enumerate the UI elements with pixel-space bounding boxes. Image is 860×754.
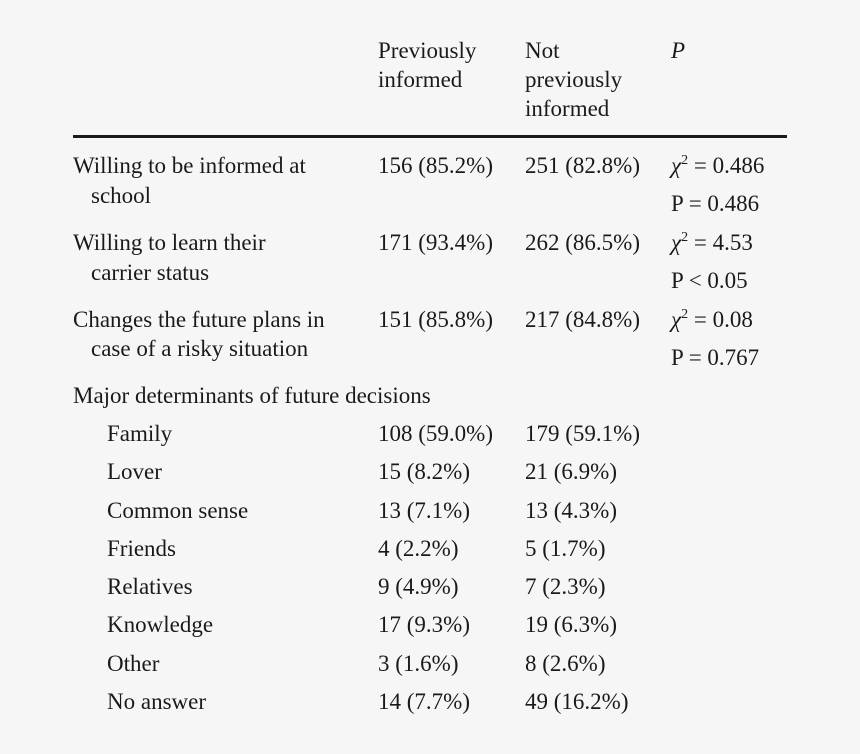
header-not-previously-informed-line3: informed xyxy=(525,96,610,121)
determinant-prev: 17 (9.3%) xyxy=(378,612,470,637)
row-chi-square: χ2 = 4.53 xyxy=(671,230,753,255)
determinant-notprev: 49 (16.2%) xyxy=(525,689,629,714)
row-notprev-value: 217 (84.8%) xyxy=(525,307,640,332)
row-label-line2: carrier status xyxy=(91,260,210,285)
header-not-previously-informed-line1: Not xyxy=(525,38,560,63)
determinant-notprev: 19 (6.3%) xyxy=(525,612,617,637)
row-p-value: P = 0.486 xyxy=(671,191,760,216)
determinant-label: Relatives xyxy=(107,574,193,599)
determinant-notprev: 7 (2.3%) xyxy=(525,574,606,599)
determinant-label: Common sense xyxy=(107,498,249,523)
determinant-prev: 3 (1.6%) xyxy=(378,651,459,676)
row-p-value: P = 0.767 xyxy=(671,345,760,370)
header-rule xyxy=(73,135,787,138)
determinant-notprev: 5 (1.7%) xyxy=(525,536,606,561)
determinant-label: Lover xyxy=(107,459,162,484)
determinant-notprev: 21 (6.9%) xyxy=(525,459,617,484)
determinant-label: No answer xyxy=(107,689,206,714)
determinant-label: Family xyxy=(107,421,173,446)
row-prev-value: 171 (93.4%) xyxy=(378,230,493,255)
row-p-value: P < 0.05 xyxy=(671,268,748,293)
determinant-notprev: 13 (4.3%) xyxy=(525,498,617,523)
row-notprev-value: 251 (82.8%) xyxy=(525,153,640,178)
row-label-line2: case of a risky situation xyxy=(91,336,309,361)
determinant-prev: 14 (7.7%) xyxy=(378,689,470,714)
row-label-line1: Changes the future plans in xyxy=(73,307,325,332)
determinant-label: Friends xyxy=(107,536,176,561)
header-previously-informed-line1: Previously xyxy=(378,38,477,63)
row-label-line2: school xyxy=(91,183,152,208)
determinant-prev: 15 (8.2%) xyxy=(378,459,470,484)
determinant-label: Knowledge xyxy=(107,612,214,637)
row-notprev-value: 262 (86.5%) xyxy=(525,230,640,255)
row-prev-value: 151 (85.8%) xyxy=(378,307,493,332)
determinant-prev: 4 (2.2%) xyxy=(378,536,459,561)
row-label-line1: Willing to be informed at xyxy=(73,153,306,178)
determinant-label: Other xyxy=(107,651,160,676)
determinant-prev: 13 (7.1%) xyxy=(378,498,470,523)
header-p-value: P xyxy=(671,38,686,63)
determinant-prev: 9 (4.9%) xyxy=(378,574,459,599)
row-label-line1: Willing to learn their xyxy=(73,230,266,255)
header-previously-informed-line2: informed xyxy=(378,67,463,92)
determinant-notprev: 179 (59.1%) xyxy=(525,421,640,446)
row-prev-value: 156 (85.2%) xyxy=(378,153,493,178)
row-chi-square: χ2 = 0.08 xyxy=(671,307,753,332)
row-chi-square: χ2 = 0.486 xyxy=(671,153,765,178)
header-not-previously-informed-line2: previously xyxy=(525,67,623,92)
determinant-prev: 108 (59.0%) xyxy=(378,421,493,446)
determinant-notprev: 8 (2.6%) xyxy=(525,651,606,676)
section-heading: Major determinants of future decisions xyxy=(73,383,431,408)
